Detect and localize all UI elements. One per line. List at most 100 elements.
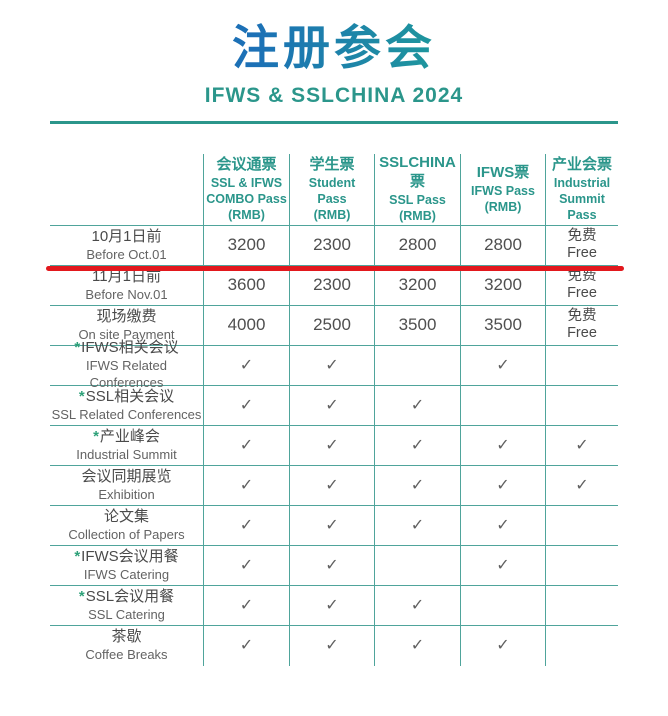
row-label-zh: 会议同期展览	[81, 468, 171, 486]
table-cell: ✓	[290, 505, 375, 546]
header-corner-cell	[50, 153, 204, 226]
table-cell: 2800	[461, 225, 546, 266]
table-cell: 2500	[290, 305, 375, 346]
row-label-en: Industrial Summit	[76, 446, 177, 462]
column-header-zh: IFWS票	[476, 163, 530, 181]
row-label-en: SSL Related Conferences	[51, 406, 202, 422]
table-cell	[546, 386, 618, 426]
registration-poster: 注册参会 IFWS & SSLCHINA 2024 会议通票 SSL & IFWS…	[0, 21, 668, 666]
table-cell: ✓	[204, 465, 290, 506]
row-label-en: Before Oct.01	[86, 246, 167, 262]
asterisk-marker: *	[78, 587, 85, 605]
table-cell: ✓	[375, 625, 461, 666]
row-label-zh: *IFWS相关会议	[74, 339, 178, 357]
row-label-zh: *SSL相关会议	[79, 388, 174, 406]
table-cell: ✓	[375, 465, 461, 506]
row-label-zh-text: IFWS会议用餐	[81, 547, 179, 565]
table-cell: ✓	[546, 466, 618, 506]
column-header-zh: 学生票	[309, 155, 355, 173]
table-cell	[461, 385, 546, 426]
row-label-zh-text: 产业峰会	[99, 427, 160, 445]
column-header-en: Student Pass (RMB)	[308, 175, 356, 222]
table-cell: 2300	[290, 265, 375, 306]
table-cell: 3500	[461, 305, 546, 346]
table-cell: ✓	[204, 385, 290, 426]
row-label-zh-text: 论文集	[103, 507, 149, 525]
column-header-en: Industrial Summit Pass	[553, 175, 611, 222]
row-label-en: SSL Catering	[88, 606, 165, 622]
table-cell: ✓	[461, 345, 546, 386]
row-label-en: IFWS Related Conferences	[86, 358, 167, 390]
table-cell: ✓	[290, 585, 375, 626]
asterisk-marker: *	[74, 339, 81, 357]
table-cell	[375, 345, 461, 386]
table-cell: ✓	[375, 505, 461, 546]
column-header-zh: 会议通票	[216, 155, 277, 173]
row-label-en: Exhibition	[98, 486, 155, 502]
column-header-zh: SSLCHINA 票	[379, 154, 456, 191]
table-cell	[546, 506, 618, 546]
asterisk-marker: *	[93, 427, 99, 445]
page-subtitle: IFWS & SSLCHINA 2024	[204, 83, 464, 107]
pricing-table: 会议通票 SSL & IFWS COMBO Pass (RMB) 学生票 Studen…	[50, 153, 618, 666]
divider-rule	[50, 120, 618, 124]
table-cell	[375, 545, 461, 586]
table-cell: ✓	[290, 425, 375, 466]
table-cell: ✓	[204, 425, 290, 466]
column-header-en: SSL & IFWS COMBO Pass (RMB)	[206, 175, 287, 222]
table-cell: 免费 Free	[546, 266, 618, 306]
row-label-zh: 茶歇	[111, 628, 141, 646]
table-cell: 4000	[204, 305, 290, 346]
row-label-zh: 论文集	[104, 508, 149, 526]
column-header: 学生票 Student Pass (RMB)	[290, 153, 375, 226]
row-label-zh: 11月1日前	[92, 268, 161, 286]
table-cell: ✓	[461, 545, 546, 586]
row-label-en: IFWS Catering	[83, 566, 170, 582]
row-label-zh-text: SSL会议用餐	[85, 587, 175, 605]
row-label: *SSL相关会议 SSL Related Conferences	[50, 385, 204, 426]
row-label-zh-text: 10月1日前	[91, 227, 162, 245]
table-cell: ✓	[546, 426, 618, 466]
table-cell: ✓	[461, 425, 546, 466]
table-cell: 3200	[461, 265, 546, 306]
table-cell: ✓	[204, 625, 290, 666]
table-cell: ✓	[290, 465, 375, 506]
row-label-zh-text: 现场缴费	[96, 307, 157, 325]
row-label: *IFWS相关会议 IFWS Related Conferences	[50, 339, 204, 390]
strikethrough-red-line	[46, 266, 624, 271]
row-label-zh: *IFWS会议用餐	[74, 548, 178, 566]
row-label-zh-text: 会议同期展览	[81, 467, 172, 485]
row-label-zh: 现场缴费	[96, 308, 156, 326]
table-cell: ✓	[290, 625, 375, 666]
column-header: 会议通票 SSL & IFWS COMBO Pass (RMB)	[204, 153, 290, 226]
asterisk-marker: *	[78, 387, 85, 405]
column-header-en: SSL Pass (RMB)	[389, 192, 446, 223]
row-label-en: Before Nov.01	[85, 286, 168, 302]
table-cell: ✓	[461, 505, 546, 546]
row-label-zh: *SSL会议用餐	[79, 588, 174, 606]
row-label: 茶歇 Coffee Breaks	[50, 625, 204, 666]
row-label-en: Coffee Breaks	[85, 647, 168, 662]
row-label-en: On site Payment	[78, 326, 175, 342]
row-label: *IFWS会议用餐 IFWS Catering	[50, 545, 204, 586]
column-header: IFWS票 IFWS Pass (RMB)	[461, 153, 546, 226]
row-label-zh: *产业峰会	[93, 428, 160, 446]
row-label-zh: 10月1日前	[91, 228, 161, 246]
table-cell: 3600	[204, 265, 290, 306]
table-cell: 3200	[375, 265, 461, 306]
row-label-zh-text: 茶歇	[111, 628, 142, 645]
table-cell: ✓	[375, 385, 461, 426]
table-cell	[546, 546, 618, 586]
table-cell: ✓	[204, 585, 290, 626]
column-header-zh: 产业会票	[551, 155, 612, 173]
table-cell: ✓	[461, 465, 546, 506]
row-label-zh-text: SSL相关会议	[85, 387, 175, 405]
table-cell: ✓	[204, 345, 290, 386]
table-cell: 2800	[375, 225, 461, 266]
table-cell: ✓	[204, 505, 290, 546]
table-cell: 2300	[290, 225, 375, 266]
column-header: SSLCHINA 票 SSL Pass (RMB)	[375, 153, 461, 226]
row-label: 现场缴费 On site Payment	[50, 305, 204, 346]
table-cell: ✓	[204, 545, 290, 586]
row-label-zh-text: IFWS相关会议	[81, 339, 179, 357]
